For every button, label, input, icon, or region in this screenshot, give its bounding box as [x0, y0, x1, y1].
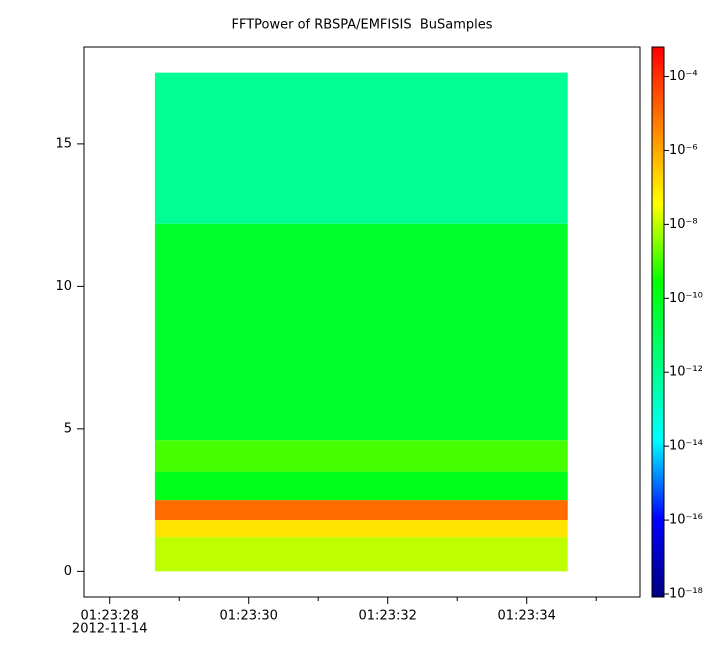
colorbar — [651, 46, 665, 598]
y-tick-label: 15 — [55, 136, 72, 151]
y-tick-label: 5 — [64, 421, 72, 436]
spectrogram-cell — [154, 471, 568, 501]
x-tick-label: 01:23:34 — [498, 609, 556, 624]
x-tick-label: 01:23:28 — [81, 609, 139, 624]
colorbar-tick-label: 10⁻¹⁰ — [669, 291, 703, 306]
colorbar-tick-label: 10⁻¹⁴ — [669, 439, 703, 454]
x-tick-label: 01:23:32 — [359, 609, 417, 624]
colorbar-tick-label: 10⁻⁶ — [669, 143, 698, 158]
colorbar-tick-label: 10⁻¹² — [669, 365, 703, 380]
spectrogram-cell — [154, 223, 568, 441]
colorbar-tick-label: 10⁻¹⁸ — [669, 587, 703, 602]
x-date-label: 2012-11-14 — [72, 622, 148, 637]
spectrogram-cell — [154, 500, 568, 521]
spectrogram-cell — [154, 72, 568, 224]
spectrogram-cell — [154, 440, 568, 472]
x-tick-label: 01:23:30 — [220, 609, 278, 624]
spectrogram-cell — [154, 537, 568, 572]
plot-frame — [83, 46, 641, 598]
spectrogram-cell — [154, 520, 568, 538]
colorbar-tick-label: 10⁻⁴ — [669, 69, 698, 84]
y-tick-label: 0 — [64, 564, 72, 579]
colorbar-tick-label: 10⁻⁸ — [669, 217, 698, 232]
chart-title: FFTPower of RBSPA/EMFISIS BuSamples — [231, 18, 492, 33]
colorbar-tick-label: 10⁻¹⁶ — [669, 513, 703, 528]
y-tick-label: 10 — [55, 279, 72, 294]
